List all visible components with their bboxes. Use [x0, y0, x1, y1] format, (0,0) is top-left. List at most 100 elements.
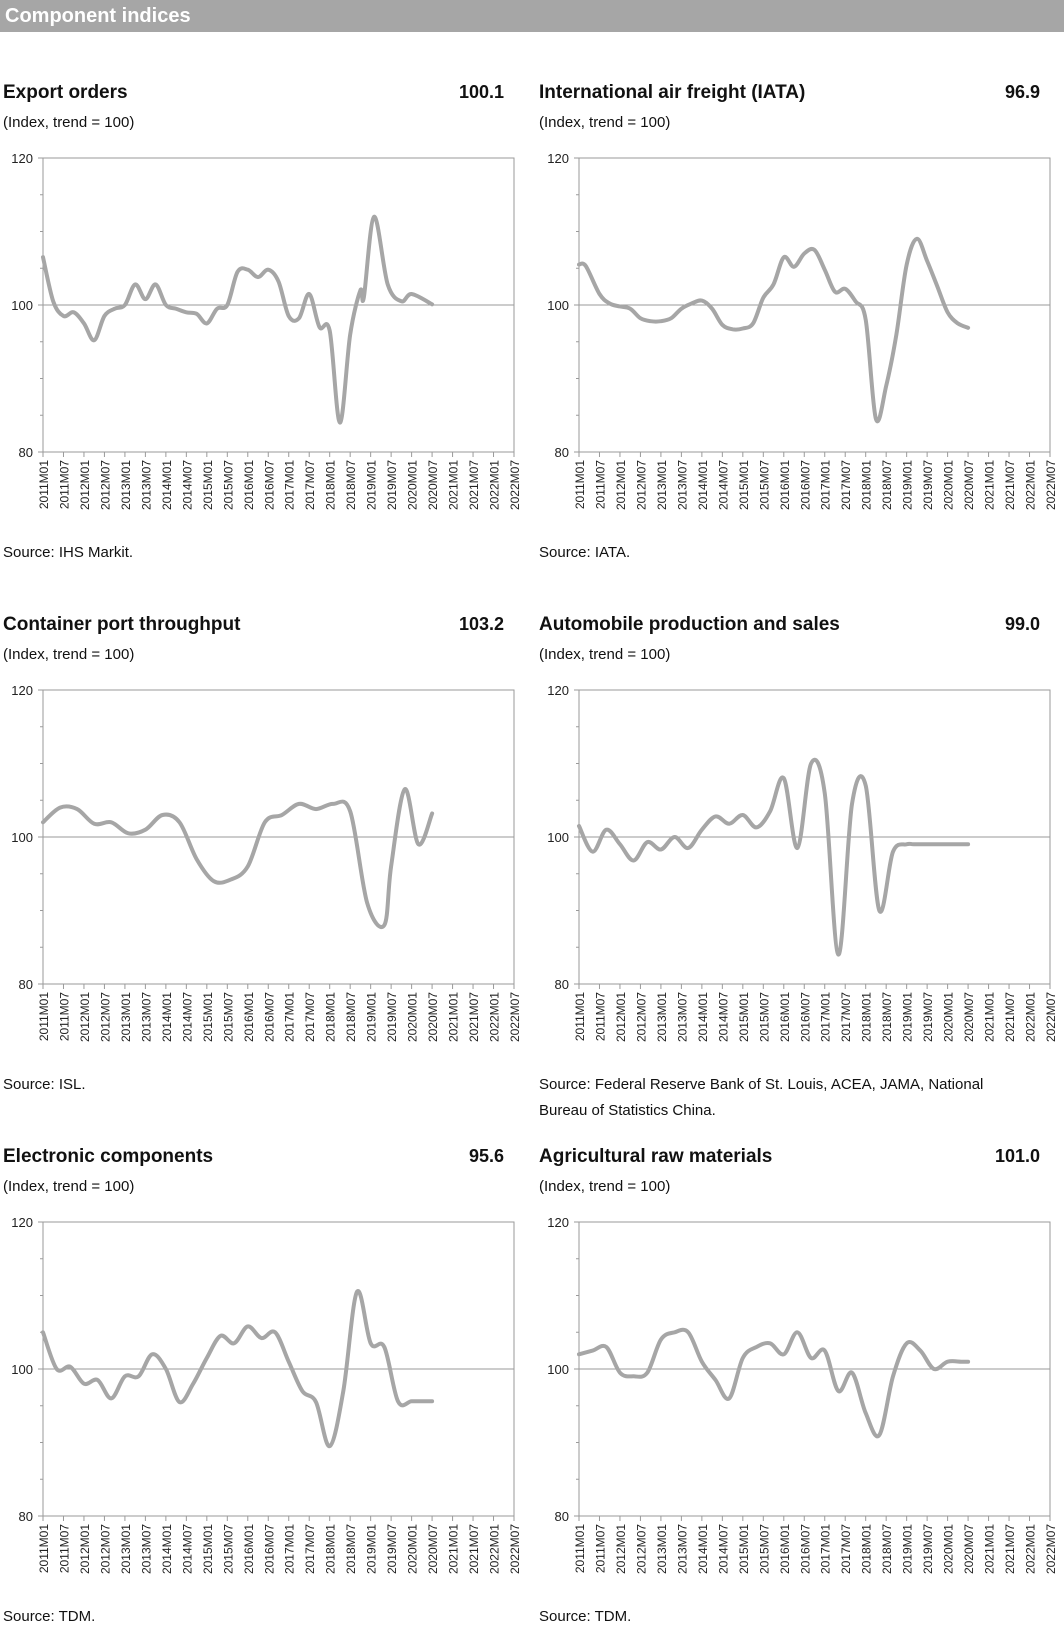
x-tick-label: 2021M01 — [447, 992, 461, 1042]
x-tick-label: 2017M01 — [819, 460, 833, 510]
chart-subtitle: (Index, trend = 100) — [3, 646, 135, 663]
y-tick-label: 100 — [11, 830, 33, 845]
x-tick-label: 2015M01 — [737, 992, 751, 1042]
x-tick-label: 2013M01 — [119, 1524, 133, 1574]
x-tick-label: 2015M01 — [201, 460, 215, 510]
y-tick-label: 80 — [555, 445, 569, 460]
x-tick-label: 2018M07 — [880, 460, 894, 510]
x-tick-label: 2011M07 — [57, 460, 71, 509]
line-chart: 80 100 120 2011M01 2011M07 2012M01 2012M07 2013… — [11, 151, 520, 510]
section-banner: Component indices — [0, 0, 1064, 32]
x-tick-label: 2016M01 — [778, 992, 792, 1042]
panel-air-freight: International air freight (IATA) 96.9 (I… — [536, 0, 1056, 561]
x-tick-label: 2015M07 — [221, 992, 235, 1042]
x-tick-label: 2017M01 — [283, 460, 297, 510]
x-tick-label: 2021M01 — [983, 1524, 997, 1574]
x-tick-label: 2015M07 — [757, 992, 771, 1042]
x-tick-label: 2018M07 — [344, 992, 358, 1042]
line-chart: 80 100 120 2011M01 2011M07 2012M01 2012M07 2013… — [11, 1215, 520, 1574]
x-tick-label: 2017M07 — [303, 1524, 317, 1574]
chart-source: Source: TDM. — [3, 1608, 96, 1625]
y-tick-label: 80 — [19, 445, 33, 460]
x-tick-label: 2012M01 — [614, 1524, 628, 1574]
x-tick-label: 2016M07 — [798, 460, 812, 510]
x-tick-label: 2016M07 — [262, 460, 276, 510]
x-tick-label: 2013M01 — [655, 460, 669, 510]
x-tick-label: 2016M01 — [242, 1524, 256, 1574]
x-tick-label: 2014M01 — [696, 1524, 710, 1574]
y-tick-label: 100 — [547, 298, 569, 313]
x-tick-label: 2012M07 — [98, 992, 112, 1042]
x-tick-label: 2016M07 — [798, 992, 812, 1042]
x-tick-label: 2020M07 — [426, 1524, 440, 1574]
x-tick-label: 2021M07 — [1003, 1524, 1017, 1574]
y-tick-label: 80 — [555, 1509, 569, 1524]
x-tick-label: 2014M01 — [160, 460, 174, 510]
x-tick-label: 2022M07 — [508, 1524, 520, 1574]
x-tick-label: 2020M07 — [962, 460, 976, 510]
x-tick-label: 2013M01 — [119, 992, 133, 1042]
x-tick-label: 2018M01 — [324, 460, 338, 510]
x-tick-label: 2020M07 — [962, 992, 976, 1042]
x-tick-label: 2014M07 — [716, 1524, 730, 1574]
x-tick-label: 2016M01 — [242, 460, 256, 510]
x-tick-label: 2021M07 — [1003, 992, 1017, 1042]
y-tick-label: 100 — [11, 298, 33, 313]
x-tick-label: 2016M07 — [262, 992, 276, 1042]
x-tick-label: 2020M01 — [406, 992, 420, 1042]
chart-title: Electronic components — [3, 1146, 214, 1167]
x-tick-label: 2019M07 — [921, 992, 935, 1042]
panel-agricultural-raw-materials: Agricultural raw materials 101.0 (Index,… — [536, 1064, 1056, 1625]
x-tick-label: 2014M01 — [696, 992, 710, 1042]
x-tick-label: 2018M01 — [860, 460, 874, 510]
y-tick-label: 80 — [19, 1509, 33, 1524]
x-tick-label: 2014M07 — [180, 460, 194, 510]
panel-container-port: Container port throughput 103.2 (Index, … — [0, 532, 520, 1093]
latest-value: 101.0 — [994, 1146, 1040, 1166]
x-tick-label: 2022M01 — [1024, 992, 1038, 1042]
y-tick-label: 100 — [547, 830, 569, 845]
x-tick-label: 2013M07 — [139, 1524, 153, 1574]
x-tick-label: 2021M07 — [1003, 460, 1017, 510]
x-tick-label: 2012M01 — [614, 460, 628, 510]
x-tick-label: 2015M07 — [757, 460, 771, 510]
y-tick-label: 120 — [547, 151, 569, 166]
x-tick-label: 2022M07 — [508, 992, 520, 1042]
x-tick-label: 2018M07 — [344, 460, 358, 510]
x-tick-label: 2011M07 — [593, 460, 607, 509]
x-tick-label: 2011M07 — [57, 992, 71, 1041]
x-tick-label: 2020M07 — [426, 460, 440, 510]
chart-source: Source: IATA. — [539, 544, 631, 561]
y-tick-label: 100 — [11, 1362, 33, 1377]
x-tick-label: 2021M01 — [983, 460, 997, 510]
x-tick-label: 2016M07 — [262, 1524, 276, 1574]
chart-title: International air freight (IATA) — [539, 82, 806, 103]
x-tick-label: 2021M01 — [447, 1524, 461, 1574]
x-tick-label: 2017M01 — [283, 992, 297, 1042]
y-tick-label: 120 — [11, 683, 33, 698]
x-tick-label: 2015M01 — [201, 1524, 215, 1574]
panel-export-orders: Export orders 100.1 (Index, trend = 100)… — [0, 0, 520, 561]
y-tick-label: 80 — [555, 977, 569, 992]
x-tick-label: 2015M07 — [221, 460, 235, 510]
x-tick-label: 2019M01 — [365, 992, 379, 1042]
x-tick-label: 2012M07 — [98, 1524, 112, 1574]
x-tick-label: 2022M01 — [488, 460, 502, 510]
chart-title: Automobile production and sales — [539, 614, 840, 635]
line-chart: 80 100 120 2011M01 2011M07 2012M01 2012M07 2013… — [547, 151, 1056, 510]
x-tick-label: 2015M07 — [757, 1524, 771, 1574]
x-tick-label: 2022M01 — [488, 1524, 502, 1574]
x-tick-label: 2017M07 — [303, 460, 317, 510]
x-tick-label: 2021M01 — [983, 992, 997, 1042]
x-tick-label: 2019M01 — [901, 1524, 915, 1574]
x-tick-label: 2017M07 — [839, 992, 853, 1042]
chart-source: Source: TDM. — [539, 1608, 632, 1625]
x-tick-label: 2019M01 — [901, 460, 915, 510]
x-tick-label: 2022M07 — [1044, 460, 1056, 510]
x-tick-label: 2013M01 — [119, 460, 133, 510]
x-tick-label: 2020M01 — [942, 1524, 956, 1574]
y-tick-label: 120 — [547, 683, 569, 698]
x-tick-label: 2012M07 — [634, 1524, 648, 1574]
x-tick-label: 2011M01 — [37, 460, 51, 509]
x-tick-label: 2020M01 — [942, 992, 956, 1042]
